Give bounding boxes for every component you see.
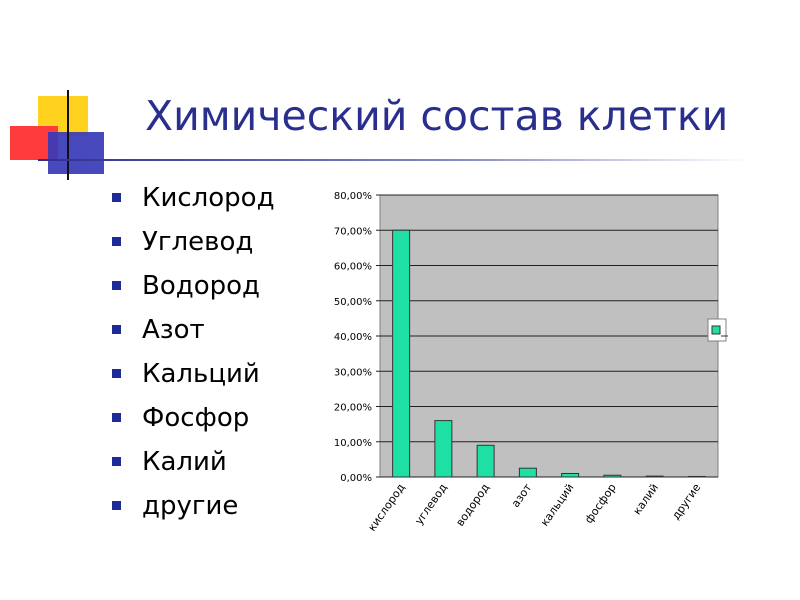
list-item: Углевод [112, 224, 275, 268]
bar [561, 472, 580, 478]
list-item: Калий [112, 444, 275, 488]
x-tick-label: калий [631, 481, 662, 517]
bullet-square-icon [112, 413, 121, 422]
x-tick-label: водород [453, 481, 492, 529]
y-tick-label: 30,00% [334, 367, 372, 378]
y-tick-label: 60,00% [334, 262, 372, 273]
list-item-label: Фосфор [142, 403, 250, 433]
bullet-square-icon [112, 501, 121, 510]
bar [603, 474, 622, 478]
list-item: Водород [112, 268, 275, 312]
bullet-square-icon [112, 369, 121, 378]
list-item-label: Кислород [142, 183, 275, 213]
x-tick-label: кальций [538, 481, 577, 528]
list-item-label: Кальций [142, 359, 260, 389]
x-tick-label: кислород [365, 481, 407, 534]
bar [518, 467, 537, 478]
list-item: другие [112, 488, 275, 532]
y-tick-label: 20,00% [334, 403, 372, 414]
list-item: Кальций [112, 356, 275, 400]
y-tick-label: 0,00% [340, 473, 372, 484]
slide-logo [10, 90, 104, 180]
element-list: Кислород Углевод Водород Азот Кальций Фо… [112, 180, 275, 532]
y-tick-label: 50,00% [334, 297, 372, 308]
bar-chart: 0,00% 10,00% 20,00% 30,00% 40,00% 50,00% 60,00… [334, 191, 728, 534]
logo-blue-square [48, 132, 104, 174]
list-item-label: Калий [142, 447, 227, 477]
y-tick-label: 70,00% [334, 226, 372, 237]
y-tick-label: 80,00% [334, 191, 372, 202]
y-tick-label: 10,00% [334, 438, 372, 449]
list-item: Кислород [112, 180, 275, 224]
bar [645, 475, 664, 478]
bullet-square-icon [112, 193, 121, 202]
list-item: Фосфор [112, 400, 275, 444]
x-tick-label: другие [669, 481, 703, 522]
list-item-label: Углевод [142, 227, 254, 257]
bullet-square-icon [112, 281, 121, 290]
list-item-label: Водород [142, 271, 261, 301]
bullet-square-icon [112, 457, 121, 466]
x-tick-label: фосфор [582, 481, 619, 526]
bar [434, 420, 453, 478]
title-underline [38, 159, 750, 161]
bar [476, 444, 495, 478]
list-item-label: Азот [142, 315, 205, 345]
slide-title: Химический состав клетки [145, 92, 729, 140]
list-item-label: другие [142, 491, 239, 521]
bullet-square-icon [112, 325, 121, 334]
x-tick-label: азот [509, 481, 535, 510]
bar [392, 229, 411, 478]
y-tick-label: 40,00% [334, 332, 372, 343]
bullet-square-icon [112, 237, 121, 246]
legend-swatch [711, 325, 721, 335]
list-item: Азот [112, 312, 275, 356]
x-tick-label: углевод [412, 481, 450, 527]
bar [687, 475, 706, 478]
